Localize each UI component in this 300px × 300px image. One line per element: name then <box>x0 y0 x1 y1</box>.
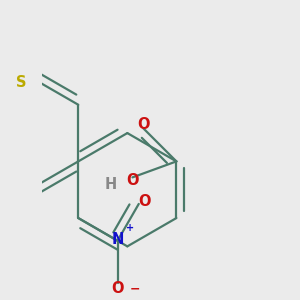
Text: O: O <box>126 173 139 188</box>
Text: O: O <box>111 281 124 296</box>
Text: H: H <box>105 177 117 192</box>
Text: −: − <box>129 282 140 296</box>
Text: N: N <box>111 232 124 247</box>
Text: +: + <box>126 223 134 233</box>
Text: O: O <box>137 117 150 132</box>
Text: O: O <box>138 194 151 208</box>
Text: S: S <box>16 75 26 90</box>
